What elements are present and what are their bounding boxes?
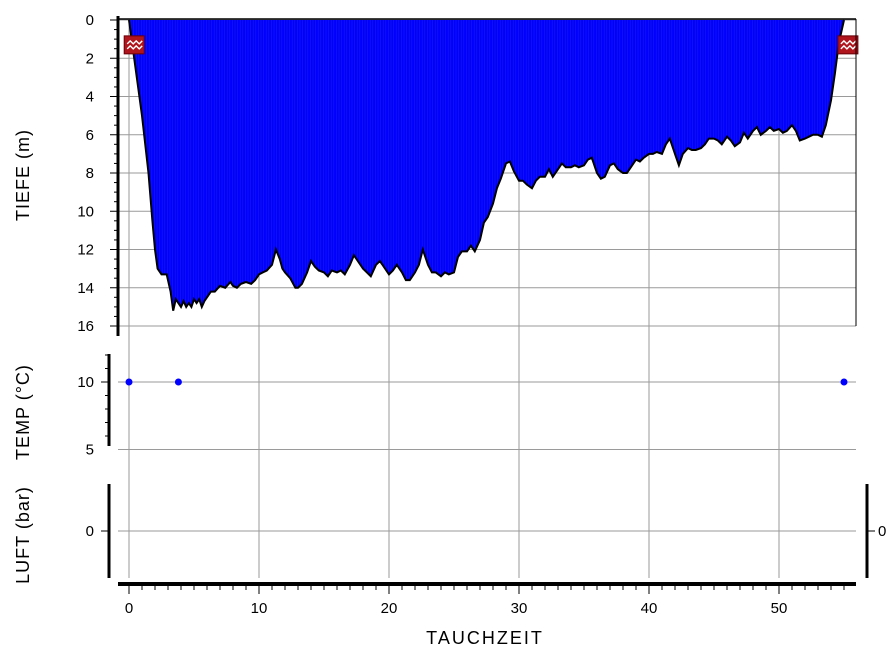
temperature-tick-label: 5 (86, 442, 94, 459)
temperature-point (125, 378, 133, 386)
air-right-tick-label: 0 (878, 523, 886, 540)
depth-area-shading (130, 20, 842, 307)
x-tick-label: 10 (251, 600, 268, 617)
icon-box (837, 35, 859, 55)
x-tick-label: 50 (771, 600, 788, 617)
x-tick-label: 40 (641, 600, 658, 617)
temperature-points (125, 378, 848, 386)
depth-tick-label: 16 (77, 318, 94, 335)
depth-tick-label: 12 (77, 242, 94, 259)
depth-tick-label: 4 (86, 89, 94, 106)
icon-wave (126, 39, 143, 45)
depth-panel (123, 19, 859, 311)
icon-wave (840, 44, 857, 50)
temperature-point (174, 378, 182, 386)
axes (101, 16, 875, 594)
depth-tick-label: 14 (77, 280, 94, 297)
depth-profile-line (128, 19, 845, 311)
surface-warning-icon (837, 35, 859, 55)
depth-tick-label: 0 (86, 12, 94, 29)
air-tick-label: 0 (86, 523, 94, 540)
depth-tick-label: 8 (86, 165, 94, 182)
depth-tick-label: 6 (86, 127, 94, 144)
x-tick-label: 30 (511, 600, 528, 617)
depth-tick-label: 2 (86, 50, 94, 67)
icon-box (123, 35, 145, 55)
icon-wave (840, 39, 857, 45)
temperature-point (840, 378, 848, 386)
icon-wave (126, 44, 143, 50)
air-axis-title: LUFT (bar) (13, 486, 33, 584)
depth-tick-label: 10 (77, 203, 94, 220)
temperature-tick-label: 10 (77, 374, 94, 391)
x-tick-label: 20 (381, 600, 398, 617)
x-axis-title: TAUCHZEIT (426, 628, 544, 648)
surface-warning-icon (123, 35, 145, 55)
depth-axis-title: TIEFE (m) (13, 129, 33, 221)
x-tick-label: 0 (125, 600, 133, 617)
temperature-axis-title: TEMP (°C) (13, 364, 33, 460)
depth-markers (123, 35, 859, 55)
